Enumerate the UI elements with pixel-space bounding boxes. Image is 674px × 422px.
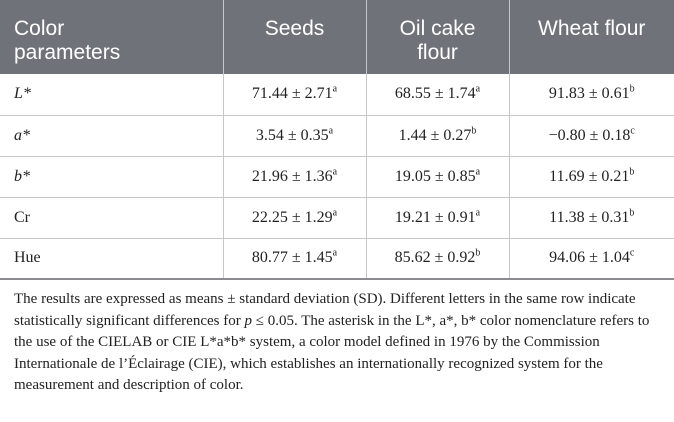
table-cell: 68.55 ± 1.74a [365, 74, 509, 116]
table-row: Cr 22.25 ± 1.29a 19.21 ± 0.91a 11.38 ± 0.31… [0, 197, 674, 239]
table-cell: 19.21 ± 0.91a [365, 197, 509, 239]
significance-letter: b [475, 247, 481, 259]
cell-value: 80.77 ± 1.45 [251, 249, 333, 267]
table-body: L* 71.44 ± 2.71a 68.55 ± 1.74a 91.83 ± 0.61… [0, 74, 674, 280]
table-cell: 22.25 ± 1.29a [222, 197, 366, 239]
significance-letter: a [332, 166, 338, 178]
header-line: flour [417, 41, 458, 64]
cell-value: 91.83 ± 0.61 [548, 85, 630, 103]
footnote-p-symbol: p [244, 312, 252, 329]
significance-letter: a [475, 83, 481, 95]
cell-value: 11.69 ± 0.21 [549, 167, 630, 185]
row-parameter: b* [0, 156, 223, 198]
row-parameter: Cr [0, 197, 223, 239]
significance-letter: a [475, 166, 481, 178]
significance-letter: a [332, 83, 338, 95]
table-cell: 1.44 ± 0.27b [365, 115, 509, 157]
table-cell: 80.77 ± 1.45a [222, 238, 366, 280]
row-parameter: Hue [0, 238, 223, 280]
header-wheat-flour: Wheat flour [508, 0, 674, 74]
table-row: Hue 80.77 ± 1.45a 85.62 ± 0.92b 94.06 ± 1.0… [0, 238, 674, 280]
cell-value: 19.05 ± 0.85 [394, 167, 476, 185]
table-cell: 21.96 ± 1.36a [222, 156, 366, 198]
table-row: L* 71.44 ± 2.71a 68.55 ± 1.74a 91.83 ± 0.61… [0, 74, 674, 116]
table-cell: 94.06 ± 1.04c [508, 238, 674, 280]
table-cell: 71.44 ± 2.71a [222, 74, 366, 116]
table-cell: −0.80 ± 0.18c [508, 115, 674, 157]
table-cell: 85.62 ± 0.92b [365, 238, 509, 280]
cell-value: 3.54 ± 0.35 [255, 126, 329, 144]
footnote-part2: ≤ 0.05. The asterisk in the L*, a*, b* c… [14, 312, 650, 394]
footnote-part1: The results are expressed as means ± sta… [14, 291, 636, 329]
significance-letter: b [471, 125, 477, 137]
table-footnote: The results are expressed as means ± sta… [14, 289, 664, 397]
significance-letter: b [629, 207, 635, 219]
header-row: Color parameters Seeds Oil cake flour Wh… [0, 0, 674, 74]
significance-letter: a [328, 125, 334, 137]
cell-value: 11.38 ± 0.31 [549, 208, 630, 226]
row-parameter: a* [0, 115, 223, 157]
cell-value: 68.55 ± 1.74 [394, 85, 476, 103]
significance-letter: a [332, 247, 338, 259]
color-parameters-table: Color parameters Seeds Oil cake flour Wh… [0, 0, 674, 280]
table-row: a* 3.54 ± 0.35a 1.44 ± 0.27b −0.80 ± 0.18c [0, 115, 674, 157]
header-line: Seeds [264, 17, 325, 40]
table-row: b* 21.96 ± 1.36a 19.05 ± 0.85a 11.69 ± 0.21… [0, 156, 674, 198]
table-cell: 3.54 ± 0.35a [222, 115, 366, 157]
header-line: parameters [14, 41, 121, 64]
cell-value: 85.62 ± 0.92 [394, 249, 476, 267]
header-color-parameters: Color parameters [0, 0, 223, 74]
cell-value: 22.25 ± 1.29 [251, 208, 333, 226]
header-seeds: Seeds [222, 0, 366, 74]
table-cell: 91.83 ± 0.61b [508, 74, 674, 116]
significance-letter: a [332, 207, 338, 219]
table-header: Color parameters Seeds Oil cake flour Wh… [0, 0, 674, 74]
cell-value: 94.06 ± 1.04 [549, 249, 630, 267]
cell-value: 71.44 ± 2.71 [251, 85, 333, 103]
significance-letter: a [475, 207, 481, 219]
table-cell: 11.69 ± 0.21b [508, 156, 674, 198]
header-line: Oil cake [399, 17, 476, 40]
table-cell: 19.05 ± 0.85a [365, 156, 509, 198]
cell-value: 19.21 ± 0.91 [394, 208, 476, 226]
significance-letter: b [629, 83, 635, 95]
cell-value: −0.80 ± 0.18 [548, 126, 631, 144]
header-line: Color [14, 17, 65, 40]
significance-letter: c [629, 247, 635, 259]
header-line: Wheat flour [538, 17, 646, 40]
significance-letter: b [629, 166, 635, 178]
header-oil-cake-flour: Oil cake flour [365, 0, 509, 74]
cell-value: 21.96 ± 1.36 [251, 167, 333, 185]
significance-letter: c [630, 125, 635, 137]
row-parameter: L* [0, 74, 223, 116]
table-cell: 11.38 ± 0.31b [508, 197, 674, 239]
cell-value: 1.44 ± 0.27 [398, 126, 472, 144]
